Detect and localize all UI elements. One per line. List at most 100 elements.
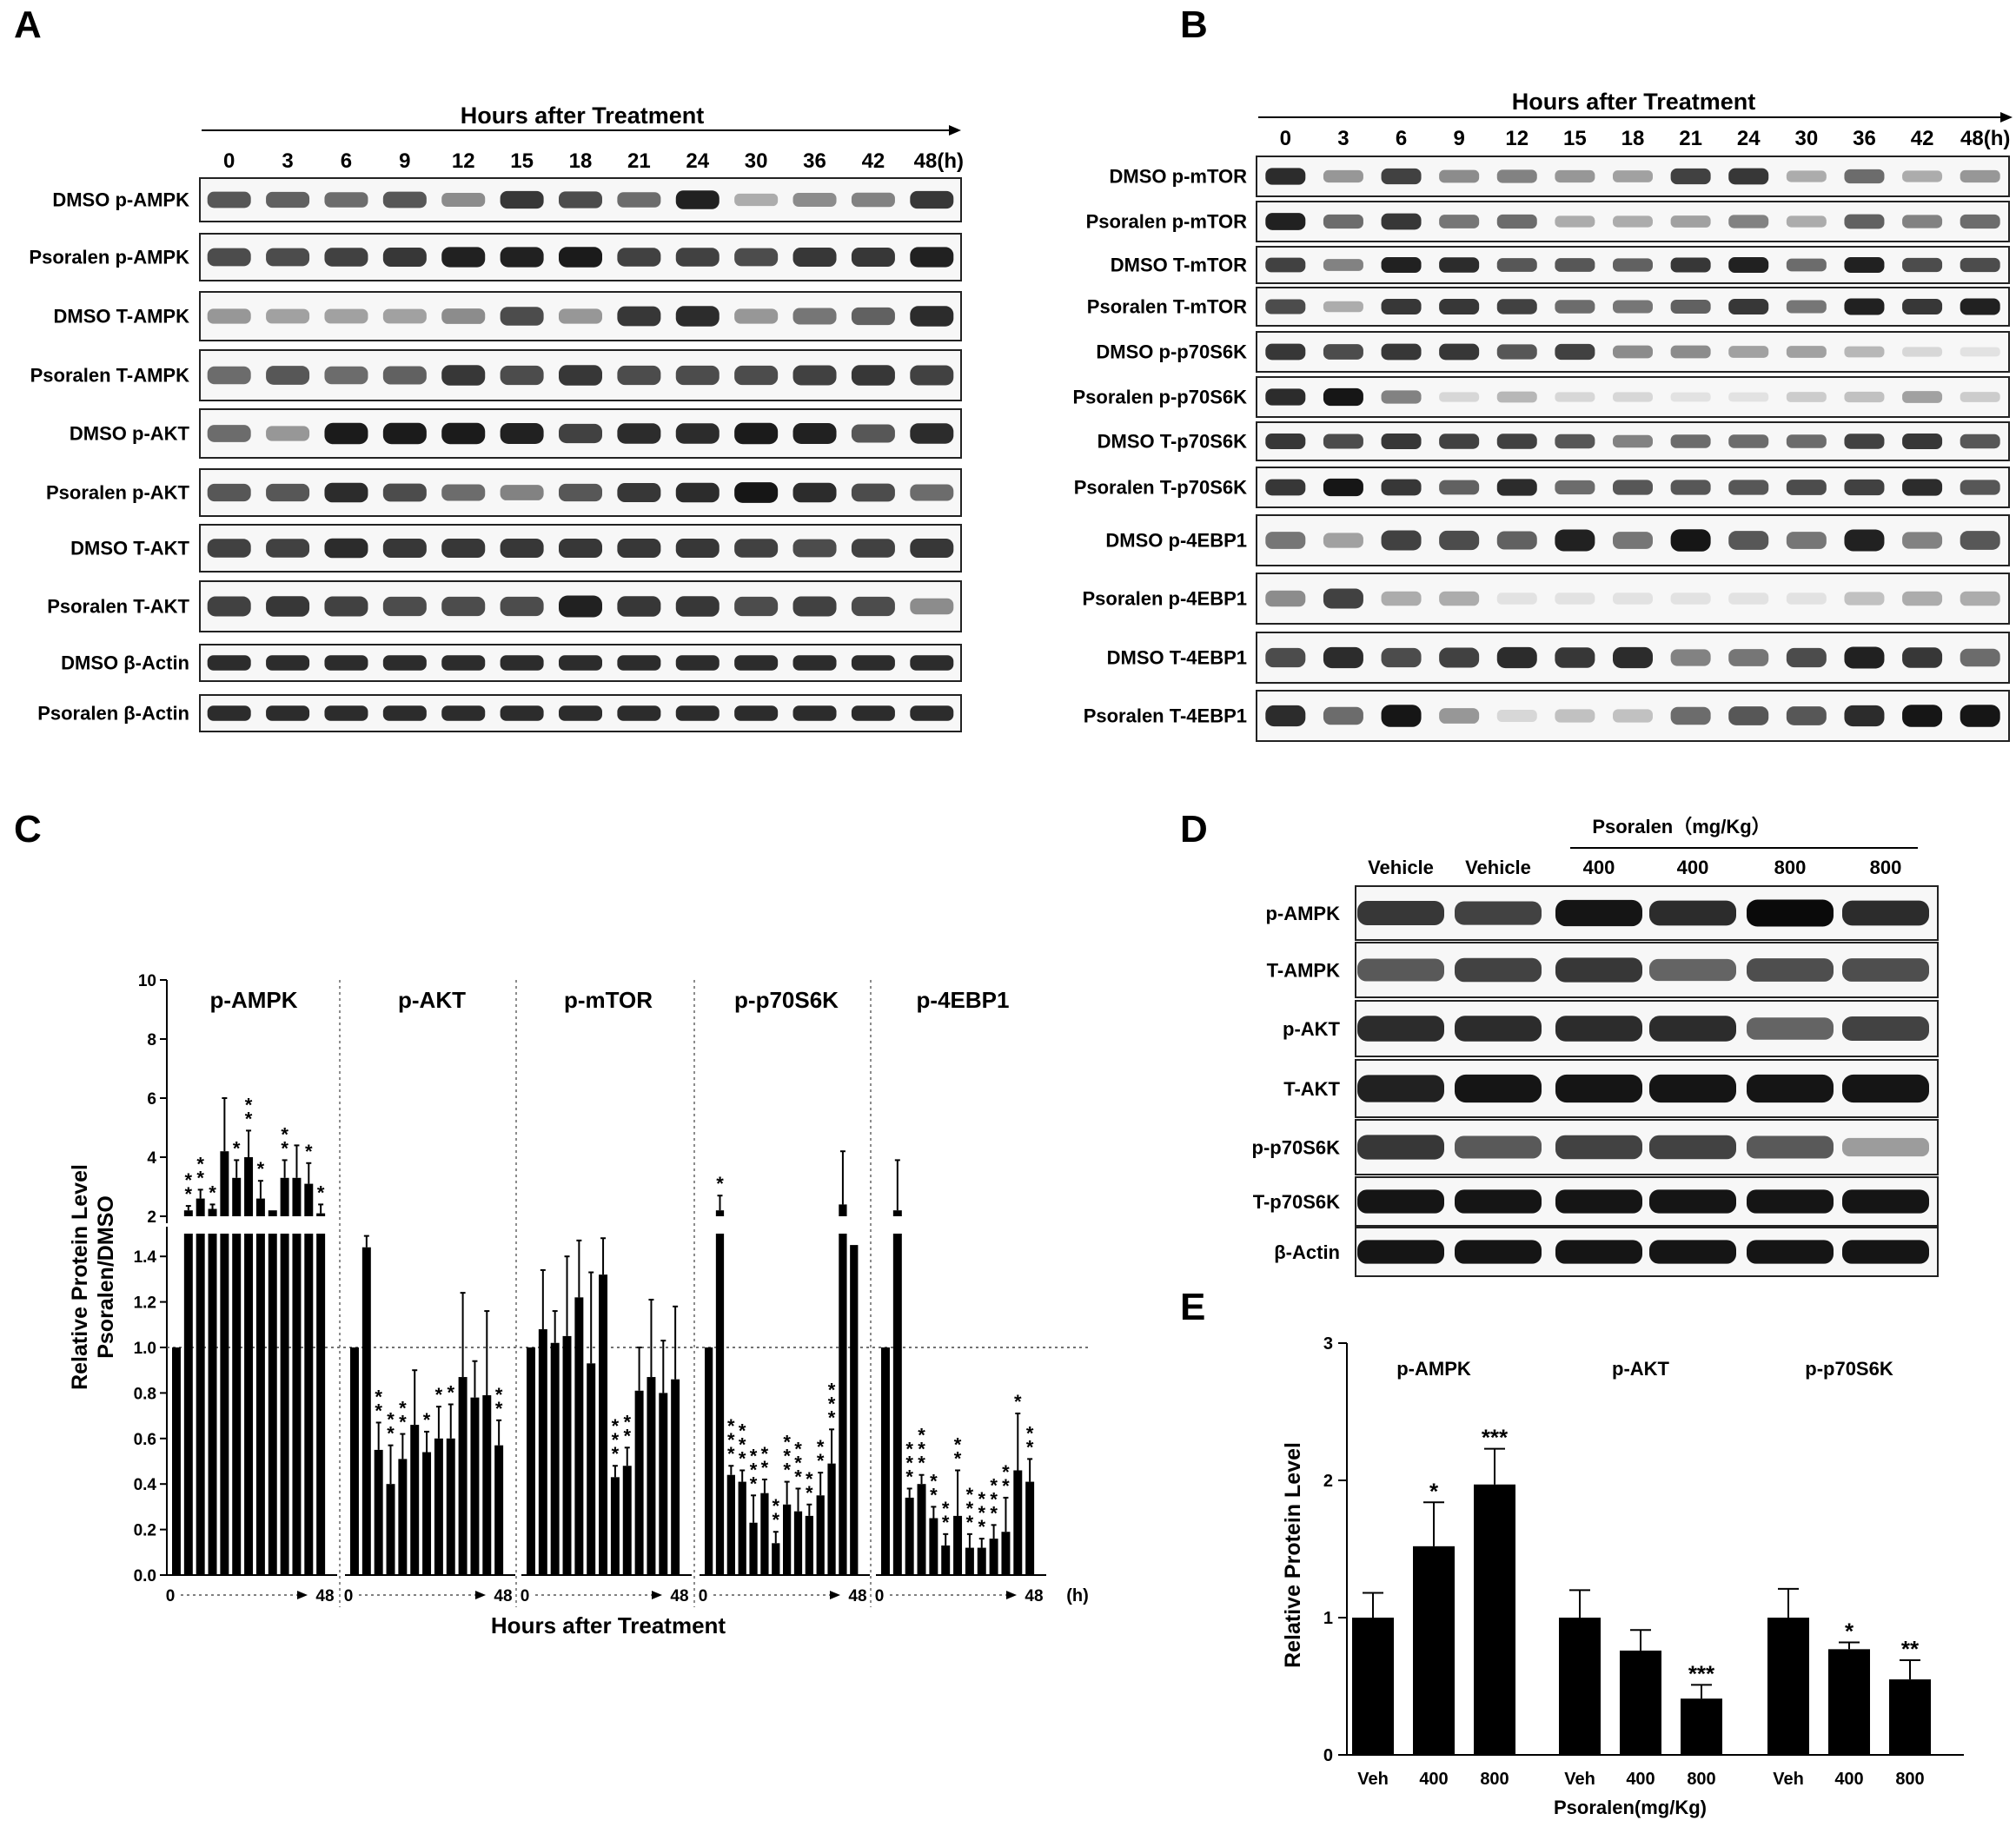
timepoint-label: 6 (341, 149, 352, 173)
blot-band (1323, 533, 1363, 548)
blot-band (1902, 479, 1943, 496)
y-tick-label: 0 (1323, 1746, 1333, 1765)
timepoint-label: 30 (745, 149, 768, 173)
star: * (612, 1429, 620, 1451)
star: * (817, 1436, 825, 1458)
star: * (761, 1457, 769, 1479)
blot-band (266, 308, 310, 324)
star: * (966, 1512, 974, 1533)
blot-band (910, 247, 954, 268)
timepoint-label: 9 (1453, 127, 1464, 150)
bar (1013, 1470, 1023, 1575)
y-tick-label: 2 (147, 1208, 156, 1227)
blot-band (1902, 391, 1943, 403)
star: * (1002, 1475, 1010, 1497)
star: * (794, 1466, 802, 1487)
bar (647, 1377, 656, 1575)
star: * (185, 1169, 193, 1191)
x-tick-label: 800 (1687, 1770, 1715, 1789)
bar-upper (304, 1183, 314, 1216)
blot-band (1960, 214, 2000, 229)
group-title: p-mTOR (564, 987, 653, 1013)
star: * (281, 1137, 288, 1159)
star: * (750, 1459, 758, 1480)
star: * (772, 1509, 779, 1531)
blot-band (1728, 346, 1769, 358)
star: * (375, 1400, 382, 1421)
significance-stars: ** (375, 1386, 382, 1421)
bar (172, 1347, 181, 1575)
star: * (918, 1439, 925, 1460)
blot-band (910, 484, 954, 501)
blot-band (1555, 392, 1595, 402)
blot-band (851, 307, 895, 326)
bar (760, 1493, 769, 1575)
panel-label-e: E (1180, 1286, 1206, 1328)
significance-stars: *** (783, 1432, 791, 1481)
significance-stars: ** (772, 1495, 779, 1531)
y-tick-label: 0.6 (134, 1431, 156, 1449)
y-tick-label: 3 (1323, 1334, 1333, 1354)
bar (386, 1484, 395, 1575)
blot-band (1747, 1017, 1834, 1040)
panel-label-d: D (1180, 808, 1208, 851)
blot-band (500, 247, 544, 268)
blot-band (1381, 647, 1422, 668)
lane-label: 400 (1583, 857, 1615, 878)
star: * (990, 1488, 998, 1510)
blot-row-label: DMSO p-4EBP1 (1105, 530, 1247, 552)
blot-band (1555, 480, 1595, 495)
blot-band (1786, 592, 1827, 605)
blot-band (1649, 1240, 1736, 1264)
star: * (281, 1123, 288, 1145)
bar-upper (232, 1177, 242, 1216)
blot-band (792, 655, 837, 671)
star: * (783, 1446, 791, 1467)
x-tick-label: Veh (1564, 1770, 1595, 1789)
blot-band (1555, 592, 1595, 605)
blot-band (1555, 529, 1595, 552)
blot-band (617, 539, 661, 558)
blot-band (1439, 647, 1480, 668)
blot-band (1613, 345, 1653, 359)
blot-row-label: DMSO p-mTOR (1110, 166, 1248, 188)
blot-band (1323, 301, 1363, 313)
bar (917, 1484, 926, 1575)
bar-lower (196, 1234, 205, 1575)
bar (1828, 1649, 1870, 1755)
significance-stars: *** (794, 1438, 802, 1487)
y-tick-label: 1.0 (134, 1340, 156, 1358)
timepoint-label: 18 (569, 149, 593, 173)
blot-band (1496, 592, 1537, 605)
blot-band (1728, 215, 1769, 228)
blot-strip (1355, 942, 1939, 998)
blot-strip (1355, 1119, 1939, 1175)
star: * (783, 1432, 791, 1453)
blot-band (1902, 532, 1943, 549)
panel-label-b: B (1180, 3, 1208, 46)
blot-band (382, 191, 427, 209)
blot-band (1844, 169, 1885, 184)
star: * (399, 1398, 407, 1420)
blot-band (1786, 215, 1827, 228)
star: * (623, 1411, 631, 1433)
bar (610, 1477, 620, 1575)
blot-band (324, 422, 368, 445)
blot-band (441, 539, 486, 558)
timepoint-label: 42 (862, 149, 885, 173)
blot-band (382, 655, 427, 671)
star: * (185, 1183, 193, 1205)
blot-band (1786, 480, 1827, 495)
bar-upper (268, 1210, 277, 1216)
significance-stars: ** (399, 1398, 407, 1433)
bar (953, 1515, 963, 1575)
bar-lower (839, 1234, 847, 1575)
blot-band (1357, 901, 1444, 925)
blot-band (382, 705, 427, 721)
x-arrow-head (297, 1591, 308, 1599)
blot-band (1728, 256, 1769, 274)
blot-row-label: Psoralen p-AMPK (29, 247, 189, 268)
significance-stars: * (305, 1141, 313, 1162)
bar (671, 1379, 680, 1575)
